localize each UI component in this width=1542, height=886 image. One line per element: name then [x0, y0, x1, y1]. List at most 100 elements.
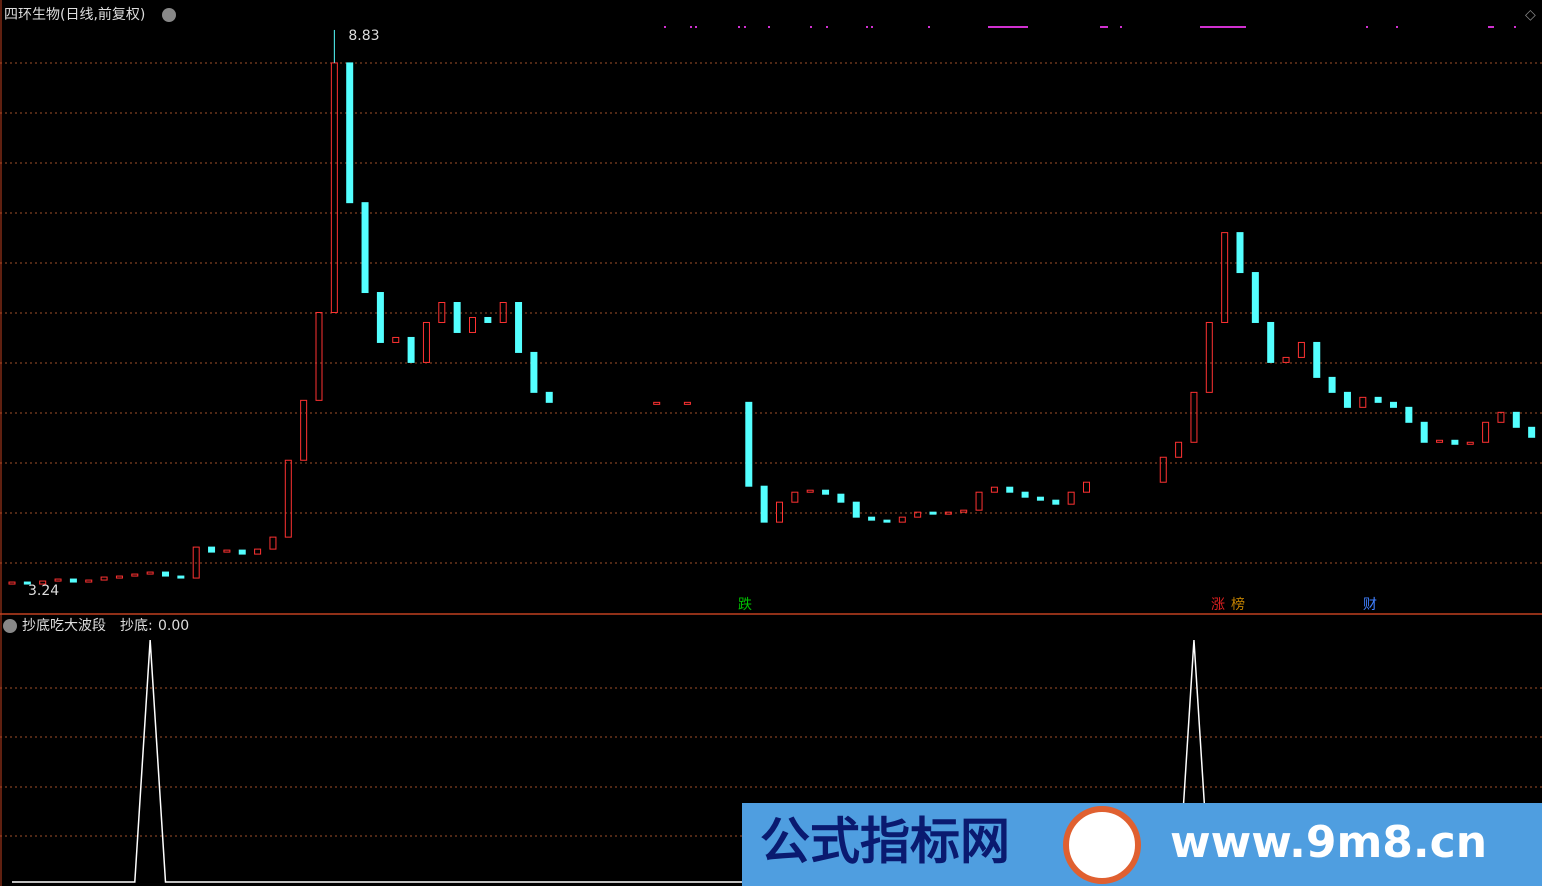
candle [8, 581, 16, 585]
candle [914, 511, 922, 518]
candle [192, 546, 200, 579]
watermark: 公式指标网 www.9m8.cn [742, 803, 1542, 886]
low-label: 3.24 [28, 583, 59, 599]
candle [990, 486, 998, 493]
menu-icon[interactable] [162, 8, 176, 22]
candle [1297, 341, 1305, 358]
candle [1251, 272, 1259, 323]
candle [146, 571, 154, 575]
candle [1313, 341, 1321, 378]
chart-title: 四环生物(日线,前复权) [4, 6, 145, 23]
grid [0, 62, 1542, 837]
candle [1482, 421, 1490, 443]
candle [238, 549, 246, 555]
candle [315, 311, 323, 401]
candle [1190, 391, 1198, 443]
indicator-name: 抄底: [120, 618, 153, 634]
candle [392, 336, 400, 343]
candle [115, 575, 123, 579]
candle [499, 302, 507, 323]
candle [1497, 411, 1505, 423]
candle [545, 391, 553, 403]
candle [806, 489, 814, 493]
candle [929, 511, 937, 515]
candle [284, 459, 292, 538]
candle [1374, 396, 1382, 403]
candle [822, 489, 830, 495]
candle [223, 549, 231, 553]
watermark-url: www.9m8.cn [1170, 817, 1487, 868]
event-dots [664, 26, 1516, 28]
candle [776, 501, 783, 523]
candle [1282, 356, 1290, 363]
candle [898, 516, 906, 523]
candle [376, 292, 384, 343]
candle [469, 316, 476, 333]
candle [1067, 491, 1075, 505]
candle [453, 302, 461, 333]
event-marker: 榜 [1231, 596, 1245, 613]
candle [852, 501, 860, 518]
candle [1466, 441, 1474, 445]
candle [438, 302, 446, 323]
menu-icon[interactable] [3, 619, 17, 633]
candle [1175, 441, 1183, 458]
candle [1052, 499, 1060, 505]
candle [530, 351, 538, 393]
candle [1267, 321, 1275, 363]
event-marker: 财 [1363, 597, 1377, 613]
candle [1205, 321, 1213, 393]
candle [1159, 456, 1167, 483]
candle [39, 580, 47, 585]
candle [1036, 496, 1044, 501]
candle [960, 509, 968, 513]
candle [1236, 232, 1244, 274]
candle [300, 399, 308, 461]
candle [254, 548, 262, 555]
candle [69, 578, 77, 583]
candle [484, 316, 492, 323]
candle [177, 575, 185, 579]
indicator-value: 0.00 [158, 618, 189, 634]
candle [975, 491, 983, 511]
candle [85, 579, 93, 583]
candle [653, 401, 661, 405]
candle [837, 493, 845, 503]
candle [791, 491, 799, 503]
candle [131, 573, 139, 577]
candle [1083, 481, 1090, 493]
event-marker: 涨 [1211, 597, 1225, 613]
candle [1006, 486, 1014, 493]
diamond-icon[interactable]: ◇ [1525, 7, 1536, 23]
candle [23, 581, 31, 585]
candle [1528, 426, 1536, 438]
candle [1436, 439, 1444, 443]
candle [745, 401, 753, 487]
candle [1359, 396, 1367, 408]
candle [1405, 406, 1413, 423]
candle [269, 536, 277, 550]
candle [346, 62, 354, 204]
candle [1221, 232, 1229, 323]
candle [683, 401, 691, 405]
indicator-title: 抄底吃大波段 [22, 618, 106, 634]
candle [162, 571, 169, 577]
high-label: 8.83 [348, 28, 379, 44]
candle [1343, 391, 1351, 408]
event-marker: 跌 [738, 597, 752, 613]
candle [1451, 439, 1459, 445]
candle [1390, 401, 1397, 408]
candle [1512, 411, 1520, 428]
candle [515, 302, 523, 353]
candle [944, 511, 952, 515]
candle [883, 519, 891, 523]
candle [54, 578, 62, 582]
candle [361, 202, 369, 294]
watermark-title: 公式指标网 [760, 813, 1010, 871]
candle [407, 336, 415, 363]
candle [1328, 376, 1336, 393]
candle [1021, 491, 1029, 498]
candle [208, 546, 216, 553]
